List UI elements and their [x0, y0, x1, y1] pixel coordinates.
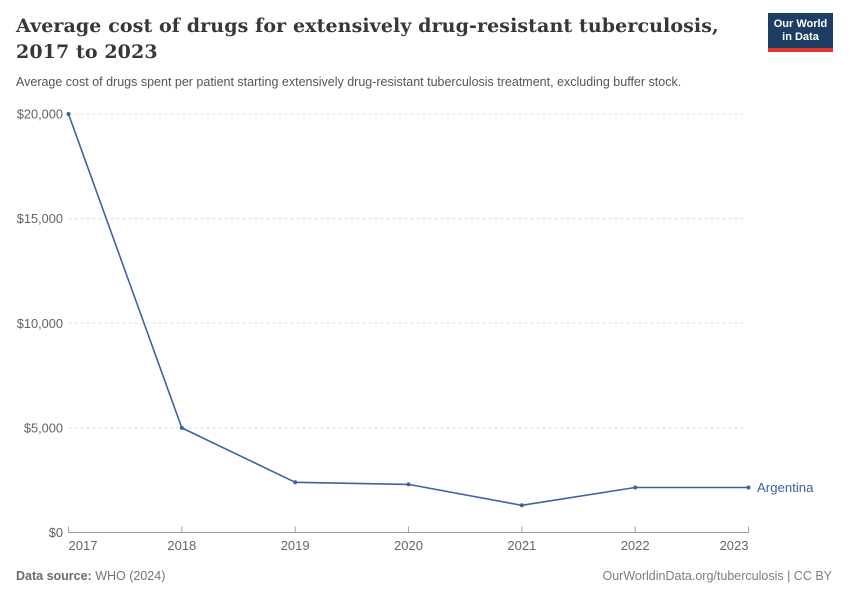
y-axis-tick-label: $20,000	[17, 107, 63, 122]
y-axis-tick-label: $15,000	[17, 211, 63, 226]
x-axis-tick-label: 2018	[167, 538, 196, 553]
data-source-label: Data source:	[16, 569, 92, 583]
page-title: Average cost of drugs for extensively dr…	[16, 13, 719, 65]
series-label-argentina[interactable]: Argentina	[757, 480, 814, 495]
data-source: Data source: WHO (2024)	[16, 569, 165, 583]
chart-footer: Data source: WHO (2024) OurWorldinData.o…	[16, 569, 832, 583]
data-point[interactable]	[66, 112, 71, 116]
x-axis-tick-label: 2020	[394, 538, 423, 553]
x-axis-tick-label: 2023	[720, 538, 749, 553]
logo-line-2: in Data	[782, 30, 819, 43]
data-source-value: WHO (2024)	[91, 569, 166, 583]
owid-logo[interactable]: Our World in Data	[768, 13, 833, 52]
y-axis-tick-label: $10,000	[17, 316, 63, 331]
data-point[interactable]	[293, 480, 298, 485]
title-line-1: Average cost of drugs for extensively dr…	[16, 15, 719, 37]
data-point[interactable]	[519, 503, 524, 508]
y-axis-tick-label: $5,000	[24, 420, 63, 435]
title-line-2: 2017 to 2023	[16, 41, 158, 63]
data-point[interactable]	[746, 485, 751, 490]
y-axis-tick-label: $0	[49, 525, 63, 540]
logo-line-1: Our World	[773, 17, 828, 30]
x-axis-tick-label: 2017	[69, 538, 98, 553]
data-point[interactable]	[406, 482, 411, 487]
x-axis-tick-label: 2019	[281, 538, 310, 553]
x-axis-tick-label: 2021	[507, 538, 536, 553]
data-point[interactable]	[633, 485, 638, 490]
chart-subtitle: Average cost of drugs spent per patient …	[16, 75, 682, 89]
data-line-argentina[interactable]	[67, 113, 750, 507]
footer-citation-link[interactable]: OurWorldinData.org/tuberculosis | CC BY	[602, 569, 833, 583]
data-point[interactable]	[179, 425, 184, 430]
x-axis-tick-label: 2022	[621, 538, 650, 553]
